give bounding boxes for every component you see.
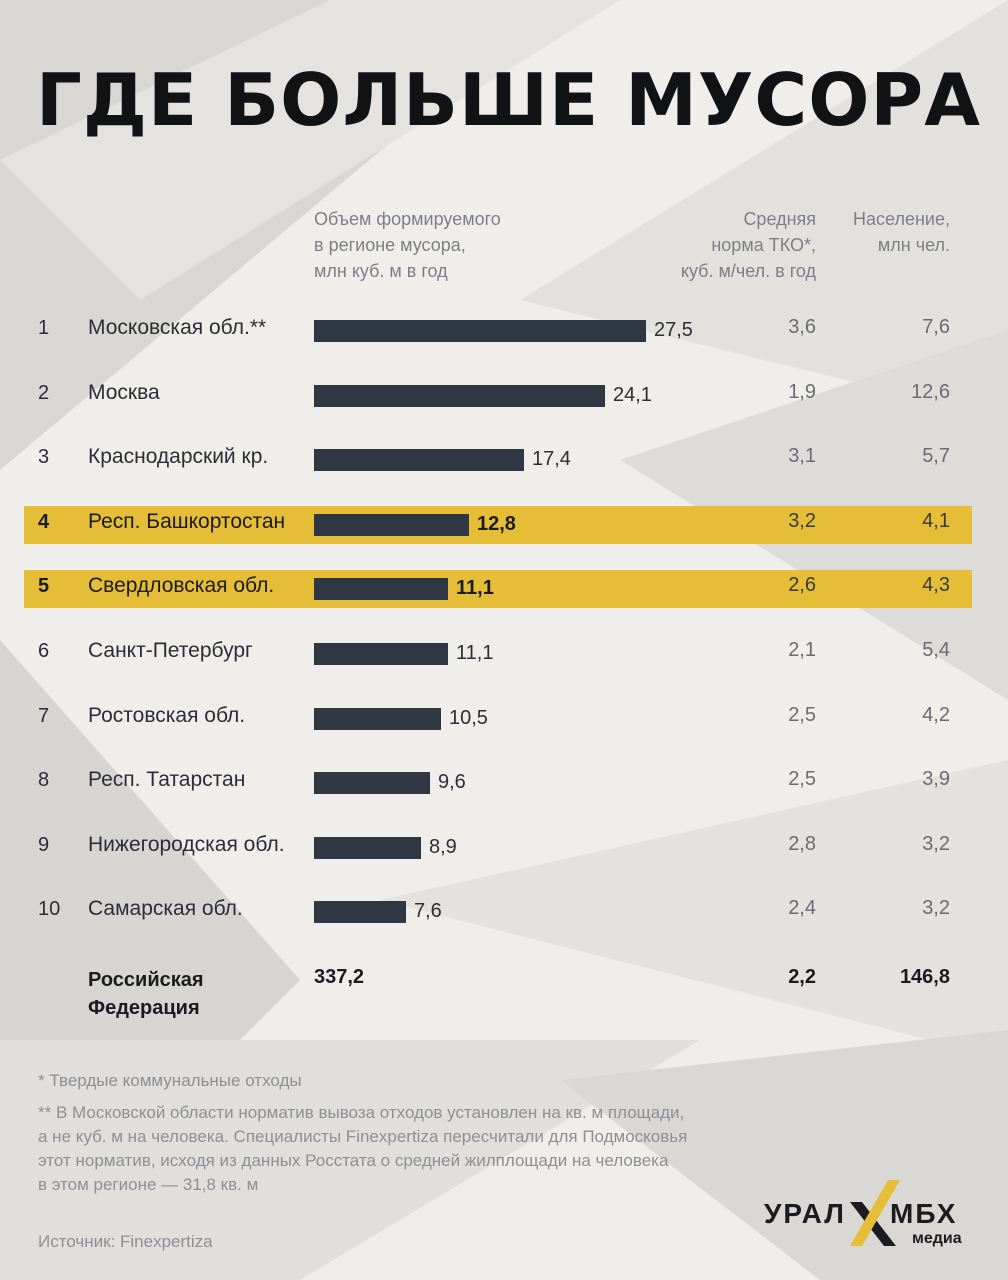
- table-row: 8 Респ. Татарстан 9,6 2,5 3,9: [0, 763, 1008, 803]
- norm-value: 3,6: [788, 316, 816, 338]
- total-population: 146,8: [899, 966, 950, 988]
- norm-value: 1,9: [788, 381, 816, 403]
- logo-ural-text: УРАЛ: [764, 1198, 846, 1229]
- rank-number: 10: [38, 898, 61, 920]
- column-header-norm: Средняя норма ТКО*, куб. м/чел. в год: [680, 209, 816, 281]
- volume-bar: [314, 514, 469, 536]
- norm-value: 2,1: [788, 639, 816, 661]
- page-title: ГДЕ БОЛЬШЕ МУСОРА: [36, 58, 981, 142]
- region-name: Москва: [88, 381, 160, 404]
- logo-media-text: медиа: [912, 1230, 962, 1247]
- volume-bar: [314, 578, 448, 600]
- table-row: 1 Московская обл.** 27,5 3,6 7,6: [0, 311, 1008, 351]
- volume-bar: [314, 449, 524, 471]
- volume-value: 27,5: [654, 319, 693, 341]
- norm-value: 2,4: [788, 897, 816, 919]
- source-credit: Источник: Finexpertiza: [38, 1232, 213, 1251]
- norm-value: 2,5: [788, 768, 816, 790]
- rank-number: 9: [38, 834, 50, 856]
- region-name: Респ. Татарстан: [88, 768, 246, 791]
- total-label: Российская Федерация: [88, 969, 204, 1019]
- volume-bar: [314, 320, 646, 342]
- rank-number: 1: [38, 317, 50, 339]
- region-name: Санкт-Петербург: [88, 639, 253, 662]
- volume-value: 24,1: [613, 384, 652, 406]
- rank-number: 3: [38, 446, 50, 468]
- population-value: 3,9: [922, 768, 950, 790]
- population-value: 12,6: [911, 381, 950, 403]
- ural-mbx-logo: УРАЛ МБХ медиа: [760, 1178, 990, 1258]
- footnote-moscow-region: ** В Московской области норматив вывоза …: [38, 1103, 688, 1194]
- table-row: 3 Краснодарский кр. 17,4 3,1 5,7: [0, 440, 1008, 480]
- population-value: 3,2: [922, 833, 950, 855]
- population-value: 4,3: [922, 574, 950, 596]
- rank-number: 5: [38, 575, 50, 597]
- norm-value: 2,6: [788, 574, 816, 596]
- volume-bar: [314, 837, 421, 859]
- volume-bar: [314, 772, 430, 794]
- norm-value: 3,2: [788, 510, 816, 532]
- rank-number: 6: [38, 640, 50, 662]
- norm-value: 3,1: [788, 445, 816, 467]
- volume-bar: [314, 708, 441, 730]
- volume-bar: [314, 385, 605, 407]
- population-value: 5,4: [922, 639, 950, 661]
- region-name: Свердловская обл.: [88, 574, 275, 597]
- column-header-volume: Объем формируемого в регионе мусора, млн…: [314, 209, 501, 281]
- rank-number: 8: [38, 769, 50, 791]
- region-name: Московская обл.**: [88, 316, 267, 339]
- table-row: 7 Ростовская обл. 10,5 2,5 4,2: [0, 699, 1008, 739]
- rank-number: 4: [38, 511, 50, 533]
- footnote-tko: * Твердые коммунальные отходы: [38, 1071, 302, 1090]
- region-name: Ростовская обл.: [88, 704, 246, 727]
- region-name: Краснодарский кр.: [88, 445, 269, 468]
- region-name: Нижегородская обл.: [88, 833, 285, 856]
- volume-value: 17,4: [532, 448, 571, 470]
- volume-value: 11,1: [456, 642, 494, 664]
- highlight-band: [24, 570, 972, 608]
- volume-bar: [314, 901, 406, 923]
- norm-value: 2,8: [788, 833, 816, 855]
- volume-bar: [314, 643, 448, 665]
- population-value: 7,6: [922, 316, 950, 338]
- table-row: 6 Санкт-Петербург 11,1 2,1 5,4: [0, 634, 1008, 674]
- total-norm: 2,2: [788, 966, 816, 988]
- population-value: 4,2: [922, 704, 950, 726]
- volume-value: 12,8: [477, 513, 516, 535]
- volume-value: 11,1: [456, 577, 494, 599]
- table-row: 4 Респ. Башкортостан 12,8 3,2 4,1: [0, 505, 1008, 545]
- volume-value: 9,6: [438, 771, 466, 793]
- logo-mbx-text: МБХ: [890, 1198, 958, 1229]
- population-value: 3,2: [922, 897, 950, 919]
- table-row: 10 Самарская обл. 7,6 2,4 3,2: [0, 892, 1008, 932]
- volume-value: 7,6: [414, 900, 442, 922]
- table-row: 5 Свердловская обл. 11,1 2,6 4,3: [0, 569, 1008, 609]
- volume-value: 10,5: [449, 707, 488, 729]
- table-row: 9 Нижегородская обл. 8,9 2,8 3,2: [0, 828, 1008, 868]
- column-header-population: Население, млн чел.: [853, 209, 950, 255]
- norm-value: 2,5: [788, 704, 816, 726]
- region-name: Самарская обл.: [88, 897, 243, 920]
- table-row: 2 Москва 24,1 1,9 12,6: [0, 376, 1008, 416]
- volume-value: 8,9: [429, 836, 457, 858]
- population-value: 5,7: [922, 445, 950, 467]
- population-value: 4,1: [922, 510, 950, 532]
- total-volume: 337,2: [314, 966, 365, 988]
- logo-x-mark-icon: [850, 1180, 900, 1246]
- rank-number: 2: [38, 382, 50, 404]
- region-name: Респ. Башкортостан: [88, 510, 286, 533]
- highlight-band: [24, 506, 972, 544]
- rank-number: 7: [38, 705, 50, 727]
